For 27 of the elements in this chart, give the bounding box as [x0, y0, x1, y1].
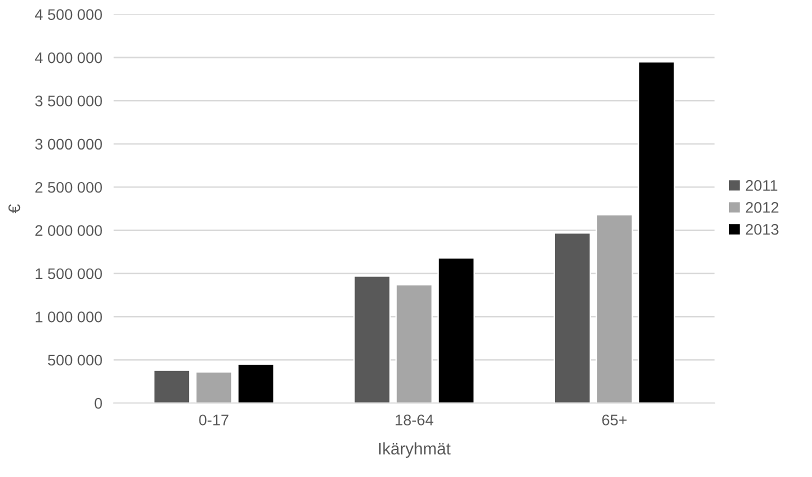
bar	[638, 61, 676, 404]
y-tick-label: 3 500 000	[35, 96, 102, 106]
y-tick-label: 3 000 000	[35, 138, 102, 150]
y-tick-label: 1 000 000	[36, 312, 102, 322]
x-axis-title: Ikäryhmät	[379, 442, 451, 458]
y-tick-label: 0	[94, 398, 102, 409]
y-axis-title: €	[8, 204, 20, 214]
y-tick-label: 500 000	[48, 354, 102, 366]
bar	[237, 363, 275, 404]
y-tick-label: 4 000 000	[34, 52, 102, 64]
bar	[395, 284, 433, 404]
y-tick-label: 2 500 000	[35, 182, 102, 193]
y-tick-label: 2 000 000	[35, 225, 102, 236]
y-tick-label: 4 500 000	[34, 9, 102, 20]
bar	[437, 257, 475, 404]
bar	[554, 232, 592, 404]
legend-label: 2013	[746, 224, 778, 235]
x-tick-label: 65+	[602, 414, 627, 426]
x-tick-label: 18-64	[396, 414, 434, 426]
y-tick-label: 1 500 000	[36, 268, 102, 280]
bar	[596, 214, 634, 404]
bar	[195, 371, 233, 404]
bar	[353, 275, 391, 404]
x-tick-label: 0-17	[199, 414, 228, 426]
bar	[153, 370, 190, 404]
legend-label: 2012	[746, 202, 778, 213]
legend-label: 2011	[746, 180, 778, 191]
